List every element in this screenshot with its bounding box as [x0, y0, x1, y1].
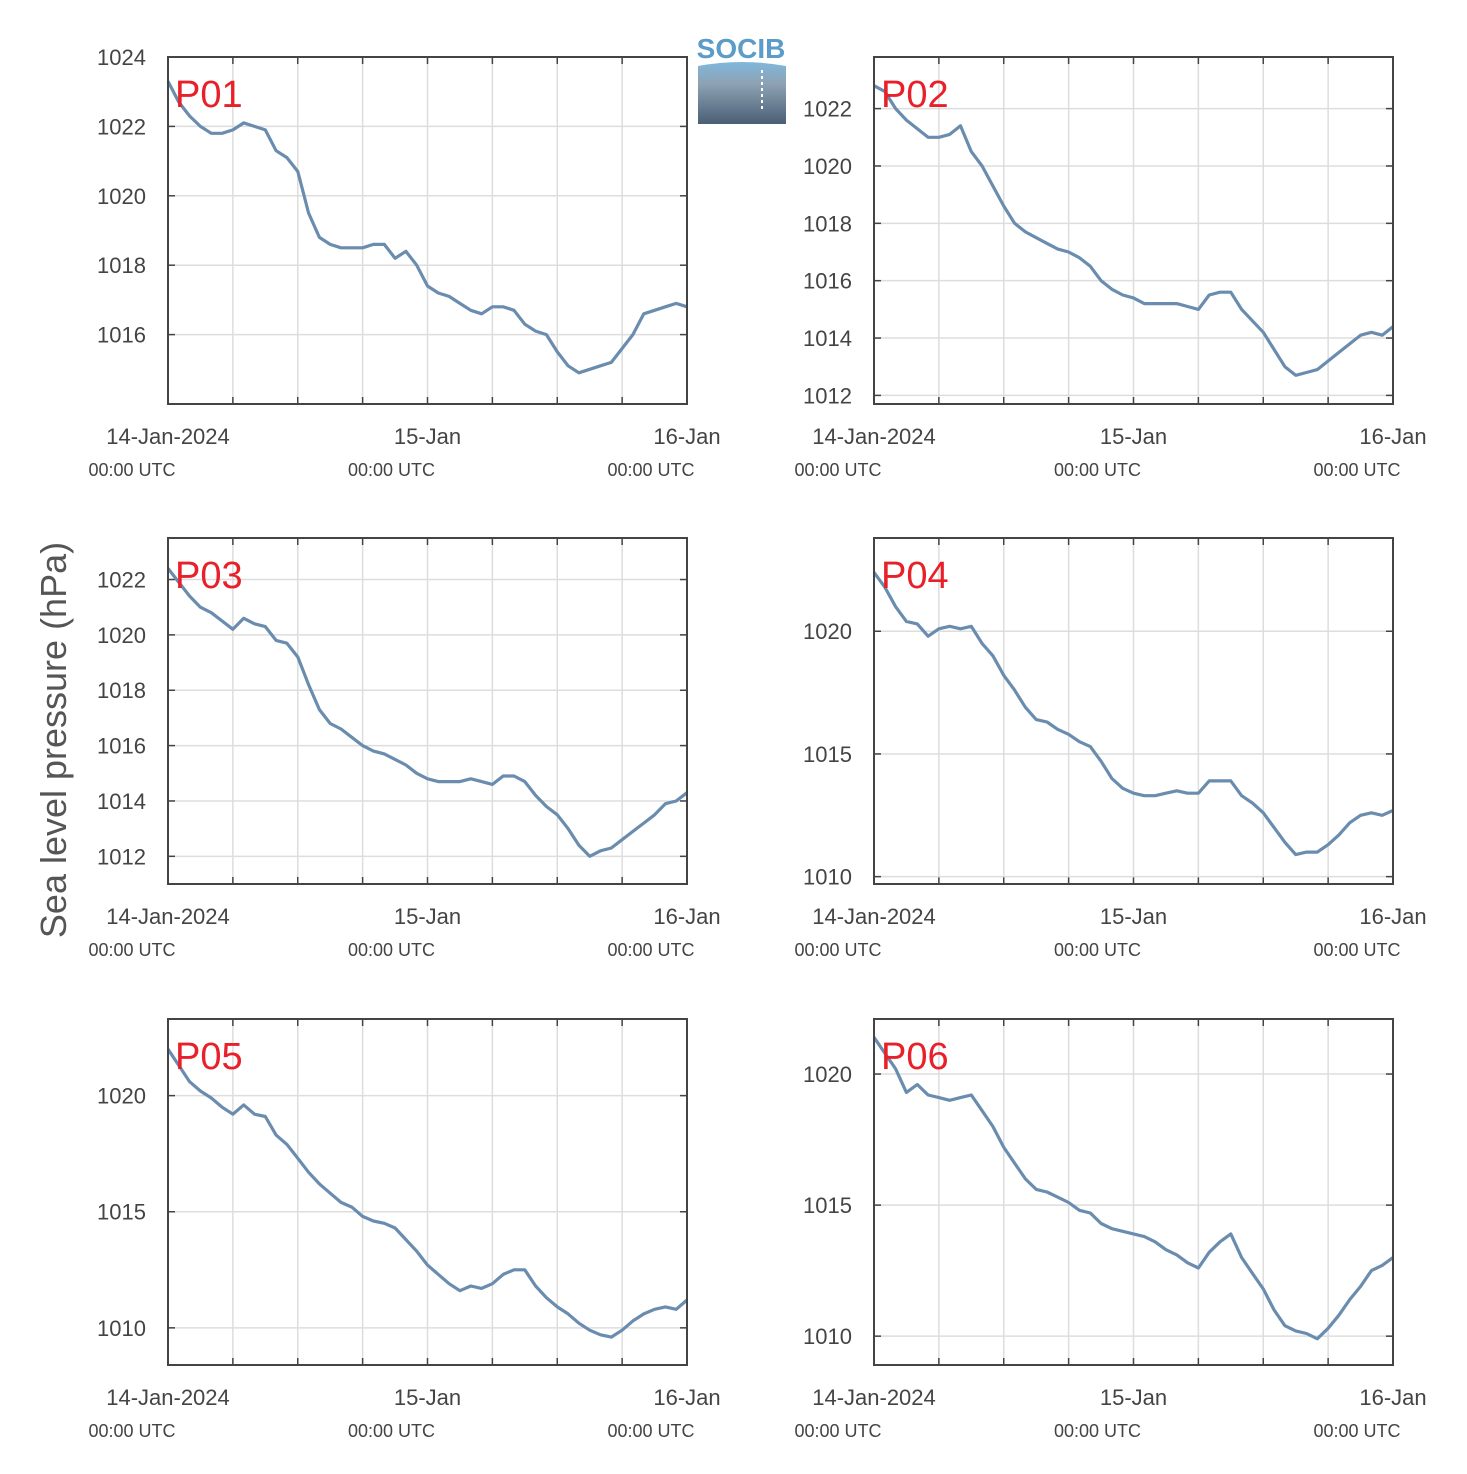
plot-frame	[873, 1018, 1394, 1366]
pressure-series-line	[873, 84, 1394, 377]
y-tick-label: 1020	[97, 623, 146, 648]
panel-p04: 1010 1015 1020 14-Jan-2024 00:00 UTC 15-Jan 00…	[794, 537, 1427, 960]
x-tick-label-date: 14-Jan-2024	[106, 424, 230, 449]
panel-title: P01	[175, 74, 243, 116]
plot-frame	[873, 537, 1394, 885]
y-tick-label: 1022	[97, 568, 146, 593]
x-tick-label-date: 15-Jan	[394, 1385, 461, 1410]
y-tick-label: 1020	[97, 184, 146, 209]
x-tick-label-time: 00:00 UTC	[1313, 1421, 1400, 1441]
plot-frame	[167, 537, 688, 885]
chart-panels: 1016 1018 1020 1022 1024 14-Jan-2024 00:00 UTC…	[88, 45, 1426, 1441]
y-tick-label: 1012	[803, 383, 852, 408]
x-tick-label-date: 15-Jan	[1100, 904, 1167, 929]
panel-p06: 1010 1015 1020 14-Jan-2024 00:00 UTC 15-Jan 00…	[794, 1018, 1427, 1441]
panel-p02: 1012 1014 1016 1018 1020 1022 14-Jan-2024 00:00…	[794, 56, 1427, 480]
x-tick-label-time: 00:00 UTC	[88, 460, 175, 480]
y-tick-label: 1022	[803, 97, 852, 122]
pressure-series-line	[872, 571, 1394, 857]
x-tick-label-date: 14-Jan-2024	[812, 424, 936, 449]
x-tick-label-time: 00:00 UTC	[1054, 940, 1141, 960]
x-tick-label-date: 15-Jan	[394, 424, 461, 449]
x-tick-label-date: 14-Jan-2024	[106, 1385, 230, 1410]
x-tick-label-time: 00:00 UTC	[794, 940, 881, 960]
panel-title: P03	[175, 555, 243, 597]
y-tick-label: 1020	[97, 1084, 146, 1109]
y-tick-label: 1016	[97, 323, 146, 348]
pressure-series-line	[872, 1036, 1394, 1341]
x-tick-label-date: 15-Jan	[394, 904, 461, 929]
x-tick-label-date: 14-Jan-2024	[812, 904, 936, 929]
x-tick-label-time: 00:00 UTC	[88, 1421, 175, 1441]
pressure-series-line	[166, 80, 688, 375]
x-tick-label-time: 00:00 UTC	[1054, 460, 1141, 480]
socib-logo-emblem	[698, 62, 786, 124]
panel-title: P05	[175, 1036, 243, 1078]
x-tick-label-date: 16-Jan	[653, 1385, 720, 1410]
panel-title: P04	[881, 555, 949, 597]
x-tick-label-date: 16-Jan	[653, 904, 720, 929]
panel-p01: 1016 1018 1020 1022 1024 14-Jan-2024 00:00 UTC…	[88, 45, 720, 480]
x-tick-label-time: 00:00 UTC	[348, 940, 435, 960]
x-tick-label-date: 16-Jan	[1359, 1385, 1426, 1410]
panel-title: P02	[881, 74, 949, 116]
y-tick-label: 1018	[803, 211, 852, 236]
x-tick-label-time: 00:00 UTC	[607, 940, 694, 960]
x-tick-label-time: 00:00 UTC	[348, 1421, 435, 1441]
y-tick-label: 1010	[97, 1316, 146, 1341]
y-tick-label: 1015	[803, 742, 852, 767]
socib-logo: SOCIB	[697, 33, 786, 124]
y-tick-label: 1016	[803, 269, 852, 294]
x-tick-label-time: 00:00 UTC	[607, 460, 694, 480]
y-tick-label: 1014	[97, 789, 146, 814]
y-tick-label: 1010	[803, 865, 852, 890]
x-tick-label-time: 00:00 UTC	[794, 1421, 881, 1441]
y-tick-label: 1024	[97, 45, 146, 70]
x-tick-label-time: 00:00 UTC	[1313, 460, 1400, 480]
y-tick-label: 1015	[97, 1200, 146, 1225]
y-tick-label: 1018	[97, 678, 146, 703]
pressure-series-line	[166, 1048, 689, 1339]
x-tick-label-time: 00:00 UTC	[1313, 940, 1400, 960]
x-tick-label-date: 15-Jan	[1100, 424, 1167, 449]
y-axis-label: Sea level pressure (hPa)	[33, 542, 74, 938]
x-tick-label-date: 14-Jan-2024	[106, 904, 230, 929]
y-tick-label: 1018	[97, 253, 146, 278]
x-tick-label-time: 00:00 UTC	[794, 460, 881, 480]
socib-logo-text: SOCIB	[697, 33, 786, 64]
x-tick-label-date: 16-Jan	[1359, 904, 1426, 929]
y-tick-label: 1016	[97, 734, 146, 759]
x-tick-label-date: 16-Jan	[653, 424, 720, 449]
y-tick-label: 1020	[803, 619, 852, 644]
x-tick-label-date: 14-Jan-2024	[812, 1385, 936, 1410]
y-tick-label: 1015	[803, 1193, 852, 1218]
x-tick-label-date: 15-Jan	[1100, 1385, 1167, 1410]
x-tick-label-time: 00:00 UTC	[607, 1421, 694, 1441]
plot-frame	[167, 56, 688, 405]
x-tick-label-time: 00:00 UTC	[88, 940, 175, 960]
y-tick-label: 1010	[803, 1324, 852, 1349]
x-tick-label-time: 00:00 UTC	[348, 460, 435, 480]
y-tick-label: 1022	[97, 114, 146, 139]
panel-p05: 1010 1015 1020 14-Jan-2024 00:00 UTC 15-Jan 00…	[88, 1018, 721, 1441]
x-tick-label-time: 00:00 UTC	[1054, 1421, 1141, 1441]
x-tick-label-date: 16-Jan	[1359, 424, 1426, 449]
panel-p03: 1012 1014 1016 1018 1020 1022 14-Jan-2024 00:00…	[88, 537, 721, 960]
pressure-series-line	[166, 567, 688, 858]
plot-frame	[167, 1018, 688, 1366]
y-tick-label: 1012	[97, 844, 146, 869]
y-tick-label: 1020	[803, 154, 852, 179]
panel-title: P06	[881, 1036, 949, 1078]
y-tick-label: 1014	[803, 326, 852, 351]
y-tick-label: 1020	[803, 1062, 852, 1087]
plot-frame	[873, 56, 1394, 405]
